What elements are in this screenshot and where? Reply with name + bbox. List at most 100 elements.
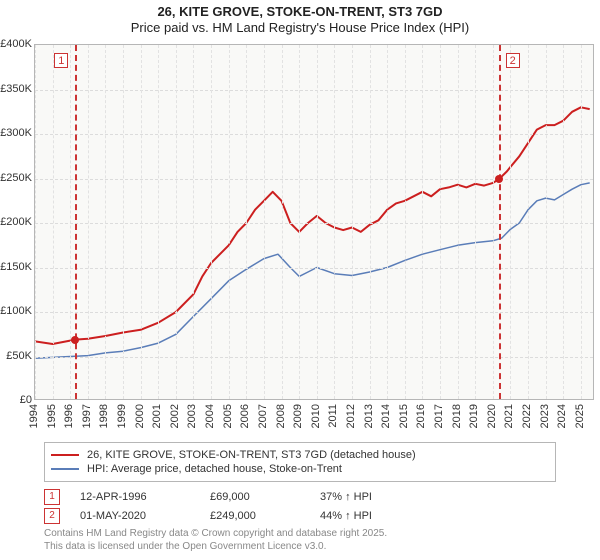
x-tick-label: 1999 [116, 404, 128, 428]
x-tick-label: 1996 [63, 404, 75, 428]
x-tick-label: 1995 [46, 404, 58, 428]
x-gridline [405, 45, 406, 399]
x-gridline [299, 45, 300, 399]
y-tick-label: £400K [0, 38, 32, 50]
title-line2: Price paid vs. HM Land Registry's House … [0, 20, 600, 35]
y-gridline [35, 223, 593, 224]
y-tick-label: £250K [0, 172, 32, 184]
x-tick-label: 2002 [169, 404, 181, 428]
x-tick-label: 2018 [451, 404, 463, 428]
annotation-number-box: 1 [54, 53, 68, 68]
x-tick-label: 2022 [521, 404, 533, 428]
x-tick-label: 1998 [98, 404, 110, 428]
x-tick-label: 2010 [310, 404, 322, 428]
x-gridline [581, 45, 582, 399]
x-gridline [53, 45, 54, 399]
sales-price: £249,000 [210, 510, 300, 522]
x-gridline [370, 45, 371, 399]
sales-number-box: 1 [44, 489, 60, 505]
x-tick-label: 2017 [433, 404, 445, 428]
x-tick-label: 2003 [186, 404, 198, 428]
x-gridline [458, 45, 459, 399]
y-tick-label: £150K [0, 261, 32, 273]
annotation-vline [499, 45, 501, 399]
sales-table: 112-APR-1996£69,00037% ↑ HPI201-MAY-2020… [44, 486, 556, 527]
x-tick-label: 2000 [134, 404, 146, 428]
x-gridline [246, 45, 247, 399]
titles: 26, KITE GROVE, STOKE-ON-TRENT, ST3 7GD … [0, 0, 600, 35]
y-gridline [35, 268, 593, 269]
x-tick-label: 2012 [345, 404, 357, 428]
x-gridline [334, 45, 335, 399]
y-gridline [35, 179, 593, 180]
x-tick-label: 2013 [363, 404, 375, 428]
y-gridline [35, 134, 593, 135]
x-tick-label: 2011 [327, 404, 339, 428]
annotation-dot [495, 175, 503, 183]
sales-price: £69,000 [210, 491, 300, 503]
x-tick-label: 2025 [574, 404, 586, 428]
legend-row-1: 26, KITE GROVE, STOKE-ON-TRENT, ST3 7GD … [51, 449, 549, 461]
chart-page: 26, KITE GROVE, STOKE-ON-TRENT, ST3 7GD … [0, 0, 600, 560]
x-tick-label: 1994 [28, 404, 40, 428]
y-tick-label: £100K [0, 305, 32, 317]
x-tick-label: 2009 [292, 404, 304, 428]
x-gridline [105, 45, 106, 399]
x-tick-label: 2005 [222, 404, 234, 428]
annotation-vline [75, 45, 77, 399]
legend-row-2: HPI: Average price, detached house, Stok… [51, 463, 549, 475]
x-gridline [211, 45, 212, 399]
y-tick-label: £50K [6, 350, 32, 362]
sales-hpi-delta: 44% ↑ HPI [320, 510, 420, 522]
x-gridline [123, 45, 124, 399]
sales-hpi-delta: 37% ↑ HPI [320, 491, 420, 503]
y-gridline [35, 312, 593, 313]
sales-date: 01-MAY-2020 [80, 510, 190, 522]
sales-row: 2 01-MAY-2020 £249,000 44% ↑ HPI [44, 508, 556, 524]
series-line [35, 107, 590, 344]
x-tick-label: 2024 [556, 404, 568, 428]
legend-swatch-2 [51, 468, 79, 470]
sales-number-box: 2 [44, 508, 60, 524]
x-gridline [35, 45, 36, 399]
x-tick-label: 2020 [486, 404, 498, 428]
legend-label-2: HPI: Average price, detached house, Stok… [87, 463, 342, 475]
legend-box: 26, KITE GROVE, STOKE-ON-TRENT, ST3 7GD … [44, 442, 556, 482]
x-tick-label: 1997 [81, 404, 93, 428]
x-gridline [70, 45, 71, 399]
x-tick-label: 2023 [539, 404, 551, 428]
x-tick-label: 2014 [380, 404, 392, 428]
x-tick-label: 2004 [204, 404, 216, 428]
legend-swatch-1 [51, 454, 79, 456]
legend-label-1: 26, KITE GROVE, STOKE-ON-TRENT, ST3 7GD … [87, 449, 416, 461]
x-gridline [158, 45, 159, 399]
x-tick-label: 2015 [398, 404, 410, 428]
x-gridline [387, 45, 388, 399]
x-gridline [440, 45, 441, 399]
x-gridline [528, 45, 529, 399]
attribution-line1: Contains HM Land Registry data © Crown c… [44, 528, 387, 539]
title-line1: 26, KITE GROVE, STOKE-ON-TRENT, ST3 7GD [0, 4, 600, 19]
x-gridline [264, 45, 265, 399]
x-tick-label: 2021 [503, 404, 515, 428]
x-gridline [563, 45, 564, 399]
series-line [35, 183, 590, 358]
x-gridline [422, 45, 423, 399]
x-tick-label: 2001 [151, 404, 163, 428]
annotation-number-box: 2 [506, 53, 520, 68]
x-gridline [475, 45, 476, 399]
x-gridline [141, 45, 142, 399]
x-tick-label: 2016 [415, 404, 427, 428]
x-gridline [510, 45, 511, 399]
x-tick-label: 2006 [239, 404, 251, 428]
x-gridline [88, 45, 89, 399]
attribution-line2: This data is licensed under the Open Gov… [44, 541, 326, 552]
x-gridline [282, 45, 283, 399]
attribution: Contains HM Land Registry data © Crown c… [44, 528, 564, 553]
y-gridline [35, 90, 593, 91]
x-gridline [176, 45, 177, 399]
y-gridline [35, 357, 593, 358]
x-gridline [352, 45, 353, 399]
sales-row: 112-APR-1996£69,00037% ↑ HPI [44, 489, 556, 505]
x-gridline [317, 45, 318, 399]
